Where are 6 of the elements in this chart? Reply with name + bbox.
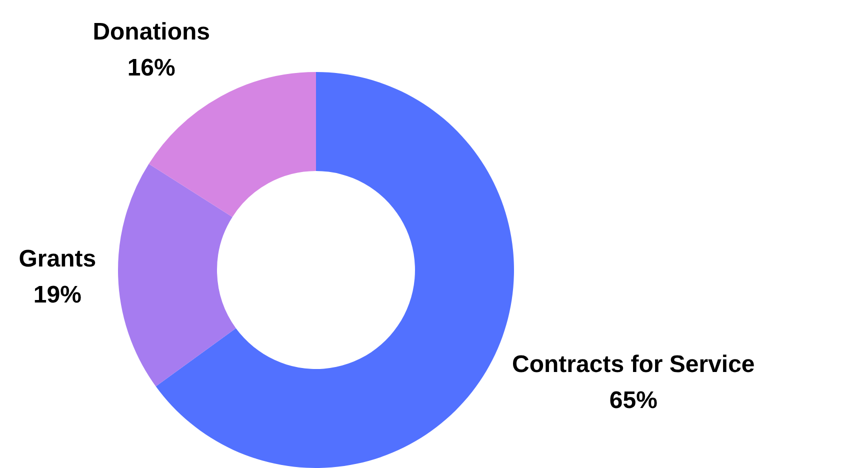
data-label: 16% (127, 54, 176, 82)
slice-label: Grants (18, 245, 96, 272)
slice-label: Donations (92, 18, 210, 46)
data-label: 19% (33, 281, 82, 308)
slice-label: Contracts for Service (512, 351, 755, 378)
data-label: 65% (609, 387, 658, 414)
